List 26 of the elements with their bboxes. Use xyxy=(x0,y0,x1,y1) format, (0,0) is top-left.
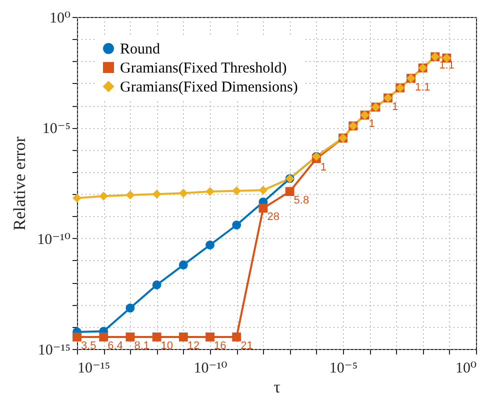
x-tick-label: 10⁻¹⁰ xyxy=(194,360,228,376)
annotation: 28 xyxy=(267,211,280,224)
x-tick-label: 10⁰ xyxy=(455,360,476,376)
annotation: 1.1 xyxy=(415,81,430,94)
annotation: 12 xyxy=(187,340,200,352)
annotation: 5.8 xyxy=(294,194,310,207)
x-axis-title: τ xyxy=(274,378,281,396)
annotation: 1 xyxy=(320,162,327,174)
annotation: 16 xyxy=(214,340,226,352)
y-tick-label: 10⁻¹⁰ xyxy=(37,232,70,248)
annotation: 6.4 xyxy=(108,340,123,352)
y-axis-title: Relative error xyxy=(10,136,30,230)
y-tick-label: 10⁰ xyxy=(49,10,70,26)
annotation: 10 xyxy=(160,340,174,352)
legend-label: Gramians(Fixed Dimensions) xyxy=(120,80,298,96)
annotation: 1 xyxy=(392,100,398,113)
legend-label: Round xyxy=(120,42,161,58)
annotation: 3.5 xyxy=(81,340,96,352)
legend-label: Gramians(Fixed Threshold) xyxy=(120,60,287,76)
y-tick-label: 10⁻¹⁵ xyxy=(38,342,70,358)
x-tick-label: 10⁻¹⁵ xyxy=(78,360,110,376)
annotation: 1 xyxy=(368,118,375,130)
y-tick-label: 10⁻⁵ xyxy=(42,121,70,138)
annotation: 21 xyxy=(240,340,253,352)
x-tick-label: 10⁻⁵ xyxy=(329,360,358,376)
annotation: 8.1 xyxy=(134,340,150,352)
